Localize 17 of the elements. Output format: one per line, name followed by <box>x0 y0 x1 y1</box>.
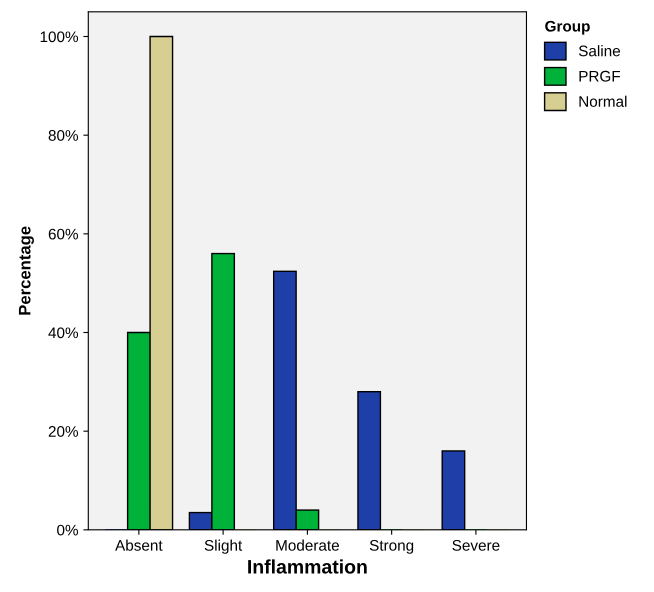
legend-label: Saline <box>578 45 620 56</box>
x-axis-title: Inflammation <box>248 559 367 574</box>
legend-label: Normal <box>579 96 626 107</box>
y-tick-label: 0% <box>57 524 78 536</box>
y-tick-label: 20% <box>48 426 78 437</box>
x-tick-label: Strong <box>370 540 414 554</box>
legend-title: Group <box>545 20 590 35</box>
x-tick-label: Moderate <box>276 540 339 551</box>
y-tick-label: 100% <box>40 31 78 42</box>
x-tick-label: Slight <box>204 540 242 554</box>
y-tick-label: 80% <box>48 130 78 141</box>
x-tick-label: Absent <box>115 540 163 551</box>
x-tick-label: Severe <box>452 540 500 551</box>
y-tick-label: 40% <box>48 327 78 338</box>
legend-label: PRGF <box>579 70 620 82</box>
y-tick-label: 60% <box>48 228 78 240</box>
y-axis-title: Percentage <box>18 226 34 315</box>
